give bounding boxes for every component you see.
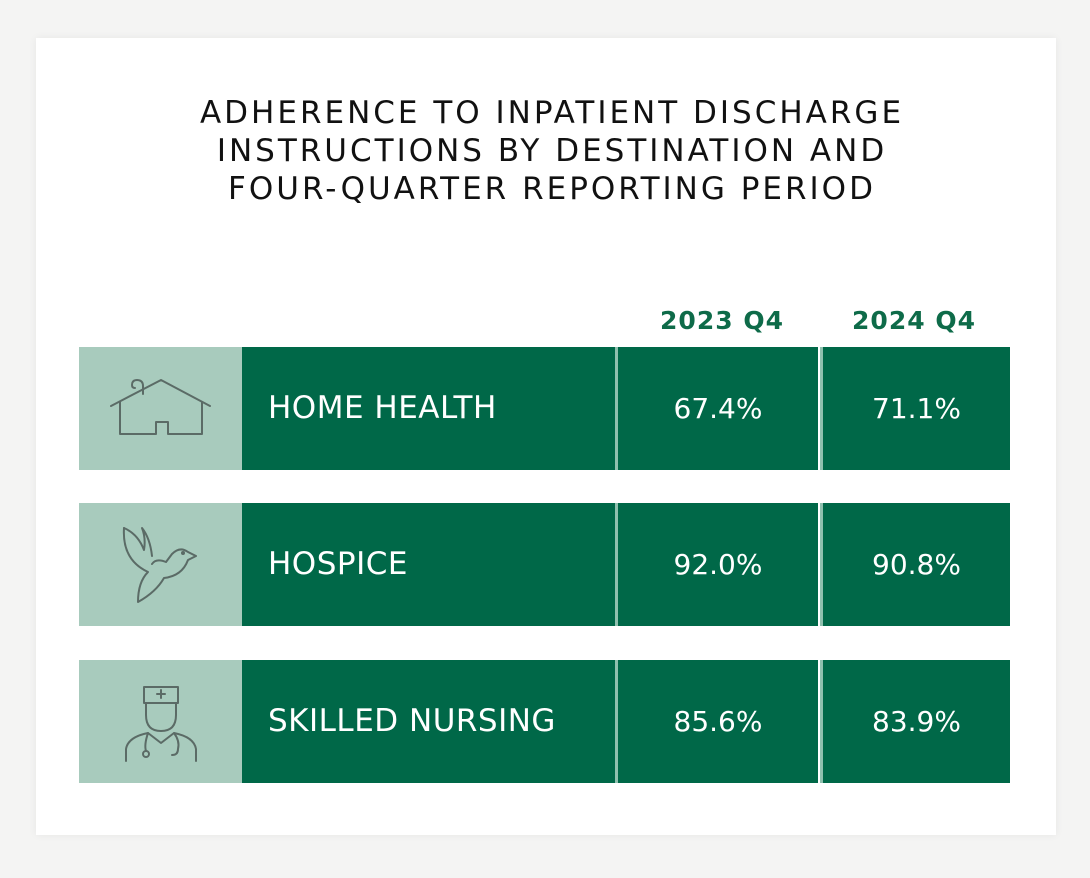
column-divider [615, 347, 618, 470]
row-label-cell: HOSPICE [242, 503, 615, 626]
chart-title: ADHERENCE TO INPATIENT DISCHARGE INSTRUC… [36, 94, 1068, 208]
chart-title-line-2: INSTRUCTIONS BY DESTINATION AND [216, 133, 888, 169]
value-2024-q4: 71.1% [823, 347, 1010, 470]
dove-icon [122, 526, 197, 603]
table-row-home-health: HOME HEALTH 67.4% 71.1% [79, 347, 1010, 470]
table-row-hospice: HOSPICE 92.0% 90.8% [79, 503, 1010, 626]
value-2023-q4: 92.0% [618, 503, 818, 626]
chart-title-line-3: FOUR-QUARTER REPORTING PERIOD [228, 171, 876, 207]
value-2024-q4: 83.9% [823, 660, 1010, 783]
row-label: HOME HEALTH [268, 390, 497, 426]
icon-cell [79, 503, 242, 626]
column-divider [820, 347, 823, 470]
chart-card: ADHERENCE TO INPATIENT DISCHARGE INSTRUC… [36, 38, 1056, 835]
column-header-2023-q4: 2023 Q4 [660, 306, 784, 335]
value-2024-q4: 90.8% [823, 503, 1010, 626]
value-2023-q4: 67.4% [618, 347, 818, 470]
chart-title-line-1: ADHERENCE TO INPATIENT DISCHARGE [199, 95, 905, 131]
nurse-icon [124, 685, 197, 762]
icon-cell [79, 347, 242, 470]
column-divider [615, 503, 618, 626]
house-icon [109, 378, 211, 435]
row-label-cell: SKILLED NURSING [242, 660, 615, 783]
column-divider [820, 503, 823, 626]
column-divider [615, 660, 618, 783]
row-label: SKILLED NURSING [268, 703, 556, 739]
row-label-cell: HOME HEALTH [242, 347, 615, 470]
column-header-2024-q4: 2024 Q4 [852, 306, 976, 335]
value-2023-q4: 85.6% [618, 660, 818, 783]
icon-cell [79, 660, 242, 783]
row-label: HOSPICE [268, 546, 408, 582]
table-row-skilled-nursing: SKILLED NURSING 85.6% 83.9% [79, 660, 1010, 783]
column-divider [820, 660, 823, 783]
